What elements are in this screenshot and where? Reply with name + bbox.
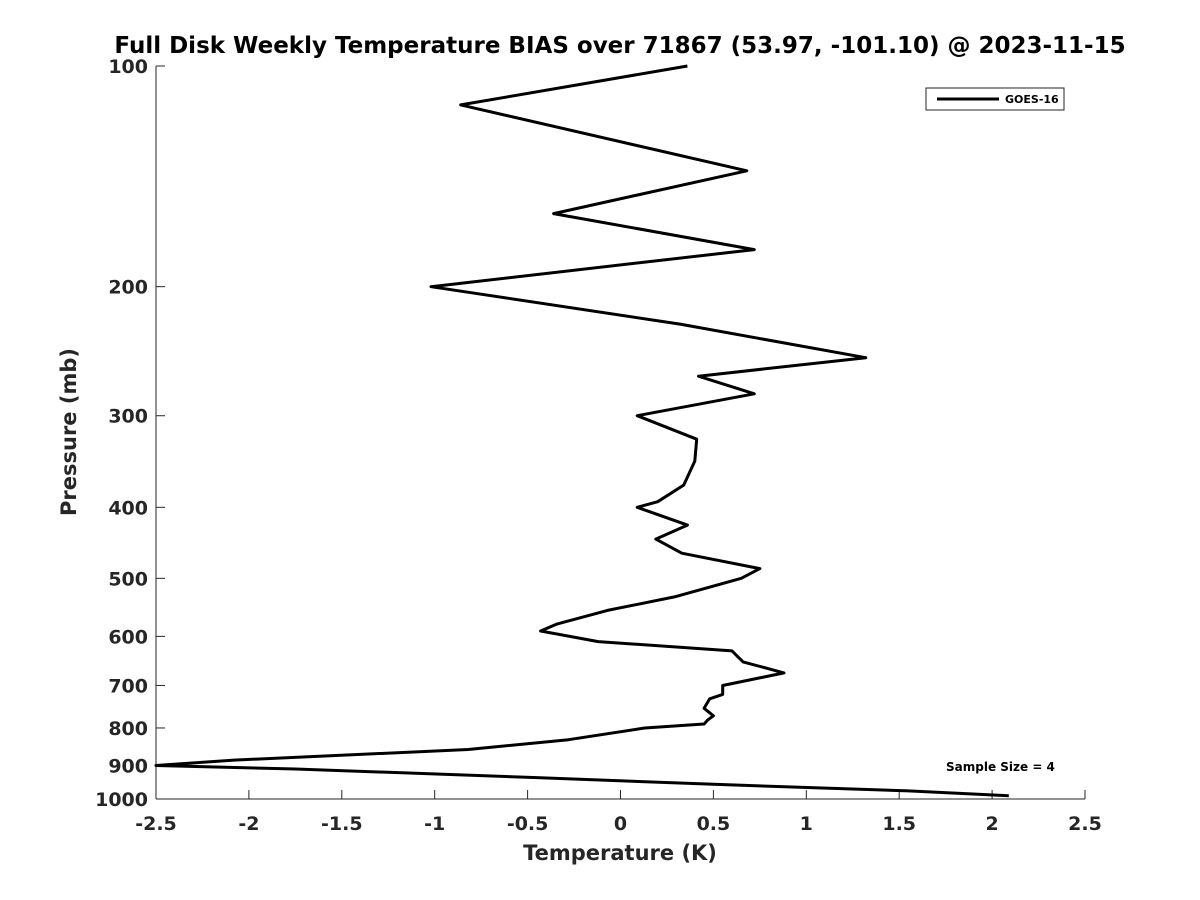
x-tick-label: -2 [238,813,259,835]
legend-label-goes-16: GOES-16 [1005,93,1059,106]
x-axis-ticks: -2.5 -2 -1.5 -1 -0.5 0 0.5 1 1.5 2 2.5 [135,790,1102,835]
y-tick-label: 400 [108,497,148,519]
y-axis-label: Pressure (mb) [57,348,81,516]
y-tick-label: 1000 [95,789,148,811]
x-tick-label: -1.5 [321,813,363,835]
x-tick-label: 0 [614,813,627,835]
x-tick-label: 2 [985,813,998,835]
y-tick-label: 600 [108,626,148,648]
x-tick-label: 1.5 [882,813,916,835]
x-tick-label: -1 [424,813,445,835]
y-tick-label: 700 [108,675,148,697]
series-line-goes-16 [154,64,1009,798]
y-tick-label: 100 [108,56,148,78]
x-tick-label: 2.5 [1068,813,1102,835]
sample-size-annotation: Sample Size = 4 [946,760,1055,774]
x-axis-label: Temperature (K) [523,841,717,865]
y-tick-label: 800 [108,718,148,740]
y-tick-label: 500 [108,568,148,590]
y-axis-ticks: 100 200 300 400 500 600 700 800 900 1000 [95,56,165,811]
chart-title: Full Disk Weekly Temperature BIAS over 7… [114,33,1125,59]
x-tick-label: 0.5 [697,813,731,835]
plot-area [156,66,1085,799]
y-tick-label: 900 [108,755,148,777]
x-tick-label: -0.5 [507,813,549,835]
x-tick-label: -2.5 [135,813,177,835]
y-tick-label: 200 [108,277,148,299]
y-tick-label: 300 [108,406,148,428]
x-tick-label: 1 [800,813,813,835]
legend: GOES-16 [925,87,1065,111]
